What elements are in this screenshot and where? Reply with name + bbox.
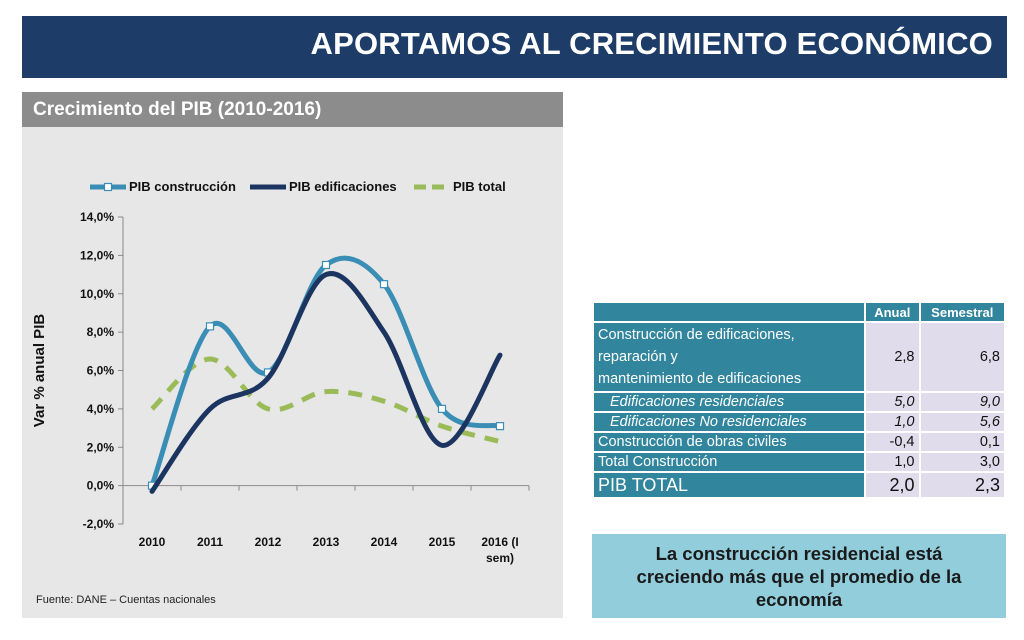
- table-cell-semestral: 6,8: [920, 323, 1004, 391]
- data-point-marker: [321, 260, 331, 270]
- series-line-2: [150, 356, 501, 444]
- x-tick-label: 2013: [313, 535, 340, 549]
- table-cell-semestral: 5,6: [920, 413, 1004, 431]
- x-tick-label: 2016 (I: [481, 535, 518, 549]
- y-tick-label: 6,0%: [87, 364, 115, 378]
- series-line-1: [149, 271, 503, 494]
- series-line-0: [149, 255, 503, 489]
- table-cell-anual: -0,4: [866, 433, 919, 451]
- y-tick-label: 2,0%: [87, 440, 115, 454]
- table-row-label: Edificaciones No residenciales: [594, 413, 864, 431]
- y-tick-label: 10,0%: [80, 287, 114, 301]
- x-tick-label-cont: sem): [486, 551, 514, 565]
- callout-box: La construcción residencial está crecien…: [592, 534, 1006, 618]
- y-tick-label: -2,0%: [83, 517, 115, 531]
- table-header-row: Anual Semestral: [594, 303, 1004, 321]
- x-tick-label: 2014: [371, 535, 398, 549]
- legend-label: PIB total: [453, 179, 506, 194]
- table-row-label-line: Construcción de edificaciones,: [598, 327, 795, 343]
- y-tick-label: 8,0%: [87, 325, 115, 339]
- growth-table: Anual Semestral Construcción de edificac…: [592, 301, 1006, 499]
- table-row-label-line: Construcción de obras civiles: [598, 434, 787, 450]
- table-row-label-line: reparación y: [598, 349, 678, 365]
- x-tick-label: 2011: [197, 535, 223, 549]
- table-row: Construcción de edificaciones, reparación…: [594, 323, 1004, 391]
- table-cell-semestral: 3,0: [920, 453, 1004, 471]
- data-point-marker: [205, 322, 215, 331]
- x-tick-label: 2015: [429, 535, 456, 549]
- table-cell-anual: 2,8: [866, 323, 919, 391]
- x-tick-label: 2010: [139, 535, 166, 549]
- table-row: Total Construcción 1,0 3,0: [594, 453, 1004, 471]
- chart-panel: Crecimiento del PIB (2010-2016) -2,0% 0,0…: [22, 92, 563, 618]
- table-row-label-line: Edificaciones No residenciales: [610, 414, 807, 430]
- chart-header: Crecimiento del PIB (2010-2016): [22, 92, 563, 127]
- data-point-marker: [437, 404, 447, 413]
- y-tick-label: 0,0%: [87, 479, 115, 493]
- table-header-semestral: Semestral: [920, 303, 1004, 321]
- legend-label: PIB construcción: [129, 179, 236, 194]
- data-point-marker: [495, 422, 505, 431]
- table-row-label-line: Total Construcción: [598, 454, 718, 470]
- legend-label: PIB edificaciones: [289, 179, 397, 194]
- y-tick-label: 4,0%: [87, 402, 115, 416]
- title-bar: APORTAMOS AL CRECIMIENTO ECONÓMICO: [22, 16, 1007, 78]
- y-axis-label: Var % anual PIB: [31, 314, 48, 428]
- table-row: Edificaciones No residenciales 1,0 5,6: [594, 413, 1004, 431]
- table-row-label-line: mantenimiento de edificaciones: [598, 371, 802, 387]
- table-cell-anual: 1,0: [866, 413, 919, 431]
- table-total-semestral: 2,3: [920, 473, 1004, 497]
- table-header-blank: [594, 303, 864, 321]
- table-header-anual: Anual: [866, 303, 919, 321]
- table-cell-semestral: 0,1: [920, 433, 1004, 451]
- data-point-marker: [379, 280, 389, 289]
- table-total-row: PIB TOTAL 2,0 2,3: [594, 473, 1004, 497]
- source-note: Fuente: DANE – Cuentas nacionales: [36, 594, 216, 606]
- legend-marker: [103, 182, 113, 192]
- table-row-label: Edificaciones residenciales: [594, 393, 864, 411]
- pib-line-chart: -2,0% 0,0% 2,0% 4,0% 6,0% 8,0% 10,0% 12,0% 14,0%…: [31, 179, 530, 565]
- table-total-label: PIB TOTAL: [594, 473, 864, 497]
- table-total-anual: 2,0: [866, 473, 919, 497]
- x-tick-label: 2012: [255, 535, 282, 549]
- table-row: Edificaciones residenciales 5,0 9,0: [594, 393, 1004, 411]
- table-row-label: Total Construcción: [594, 453, 864, 471]
- table-cell-anual: 5,0: [866, 393, 919, 411]
- table-row-label-line: Edificaciones residenciales: [610, 394, 785, 410]
- y-tick-label: 14,0%: [80, 210, 114, 224]
- y-tick-label: 12,0%: [80, 248, 114, 262]
- table-cell-anual: 1,0: [866, 453, 919, 471]
- slide-title: APORTAMOS AL CRECIMIENTO ECONÓMICO: [310, 26, 993, 61]
- table-row-label: Construcción de edificaciones, reparación…: [594, 323, 864, 391]
- table-cell-semestral: 9,0: [920, 393, 1004, 411]
- table-row: Construcción de obras civiles -0,4 0,1: [594, 433, 1004, 451]
- table-row-label: Construcción de obras civiles: [594, 433, 864, 451]
- callout-text: La construcción residencial está crecien…: [636, 542, 962, 610]
- chart-panel-title: Crecimiento del PIB (2010-2016): [33, 99, 322, 120]
